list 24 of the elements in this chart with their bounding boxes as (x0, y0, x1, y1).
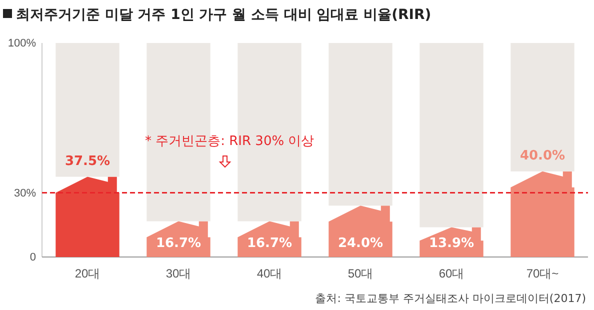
y-tick-label: 100% (8, 38, 36, 50)
data-label: 37.5% (64, 154, 110, 169)
x-tick-label: 60대 (438, 266, 464, 281)
x-tick-label: 30대 (166, 266, 192, 281)
y-tick-label: 0 (30, 252, 36, 264)
bar (510, 43, 574, 172)
bar (510, 171, 574, 257)
bar (56, 43, 120, 177)
source-note: 출처: 국토교통부 주거실태조사 마이크로데이터(2017) (315, 292, 586, 305)
x-tick-label: 50대 (348, 266, 374, 281)
data-label: 24.0% (338, 236, 384, 251)
data-label: 40.0% (520, 148, 566, 164)
y-tick-label: 30% (14, 187, 36, 200)
data-label: 16.7% (156, 236, 202, 251)
annotation: * 주거빈곤층: RIR 30% 이상 (145, 134, 314, 149)
bar (56, 176, 120, 257)
x-tick-label: 40대 (256, 266, 282, 281)
bar (420, 43, 484, 228)
x-tick-label: 70대~ (526, 266, 559, 281)
data-label: 13.9% (428, 236, 474, 251)
chart-title: 최저주거기준 미달 거주 1인 가구 월 소득 대비 임대료 비율(RIR) (16, 7, 432, 23)
bar (328, 43, 392, 206)
x-tick-label: 20대 (74, 266, 100, 281)
data-label: 16.7% (246, 236, 292, 251)
